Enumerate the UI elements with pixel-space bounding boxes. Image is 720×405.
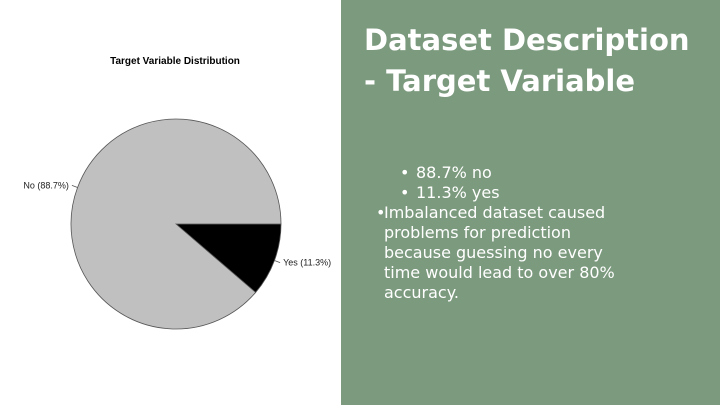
- bullet-glyph: •: [400, 183, 410, 202]
- pie-labels: Yes (11.3%) No (88.7%): [23, 180, 331, 267]
- bullet-list: • 88.7% no • 11.3% yes • Imbalanced data…: [376, 163, 708, 303]
- bullet-text: 11.3% yes: [416, 183, 500, 202]
- pie-chart: Target Variable Distribution Yes (11.3%)…: [23, 56, 331, 330]
- bullet-glyph: •: [376, 203, 386, 222]
- bullet-item: • Imbalanced dataset caused problems for…: [376, 203, 708, 303]
- pie-label-tick: [274, 260, 281, 263]
- pie-label-tick: [71, 185, 78, 188]
- pie-label-no: No (88.7%): [23, 180, 69, 190]
- pie-label-yes: Yes (11.3%): [283, 258, 331, 268]
- bullet-glyph: •: [400, 163, 410, 182]
- slide-title-line-2: - Target Variable: [364, 64, 636, 98]
- slide-title: Dataset Description - Target Variable: [364, 20, 714, 102]
- chart-title: Target Variable Distribution: [110, 56, 240, 67]
- pie-slices: [70, 118, 282, 330]
- text-panel: Dataset Description - Target Variable • …: [341, 0, 720, 405]
- bullet-item: • 11.3% yes: [400, 183, 708, 203]
- slide-title-line-1: Dataset Description: [364, 23, 690, 57]
- pie-slice-yes: [174, 223, 282, 294]
- bullet-text: Imbalanced dataset caused problems for p…: [384, 203, 615, 302]
- bullet-text: 88.7% no: [416, 163, 492, 182]
- pie-slice-no: [70, 118, 282, 330]
- chart-panel: Target Variable Distribution Yes (11.3%)…: [0, 0, 341, 405]
- bullet-item: • 88.7% no: [400, 163, 708, 183]
